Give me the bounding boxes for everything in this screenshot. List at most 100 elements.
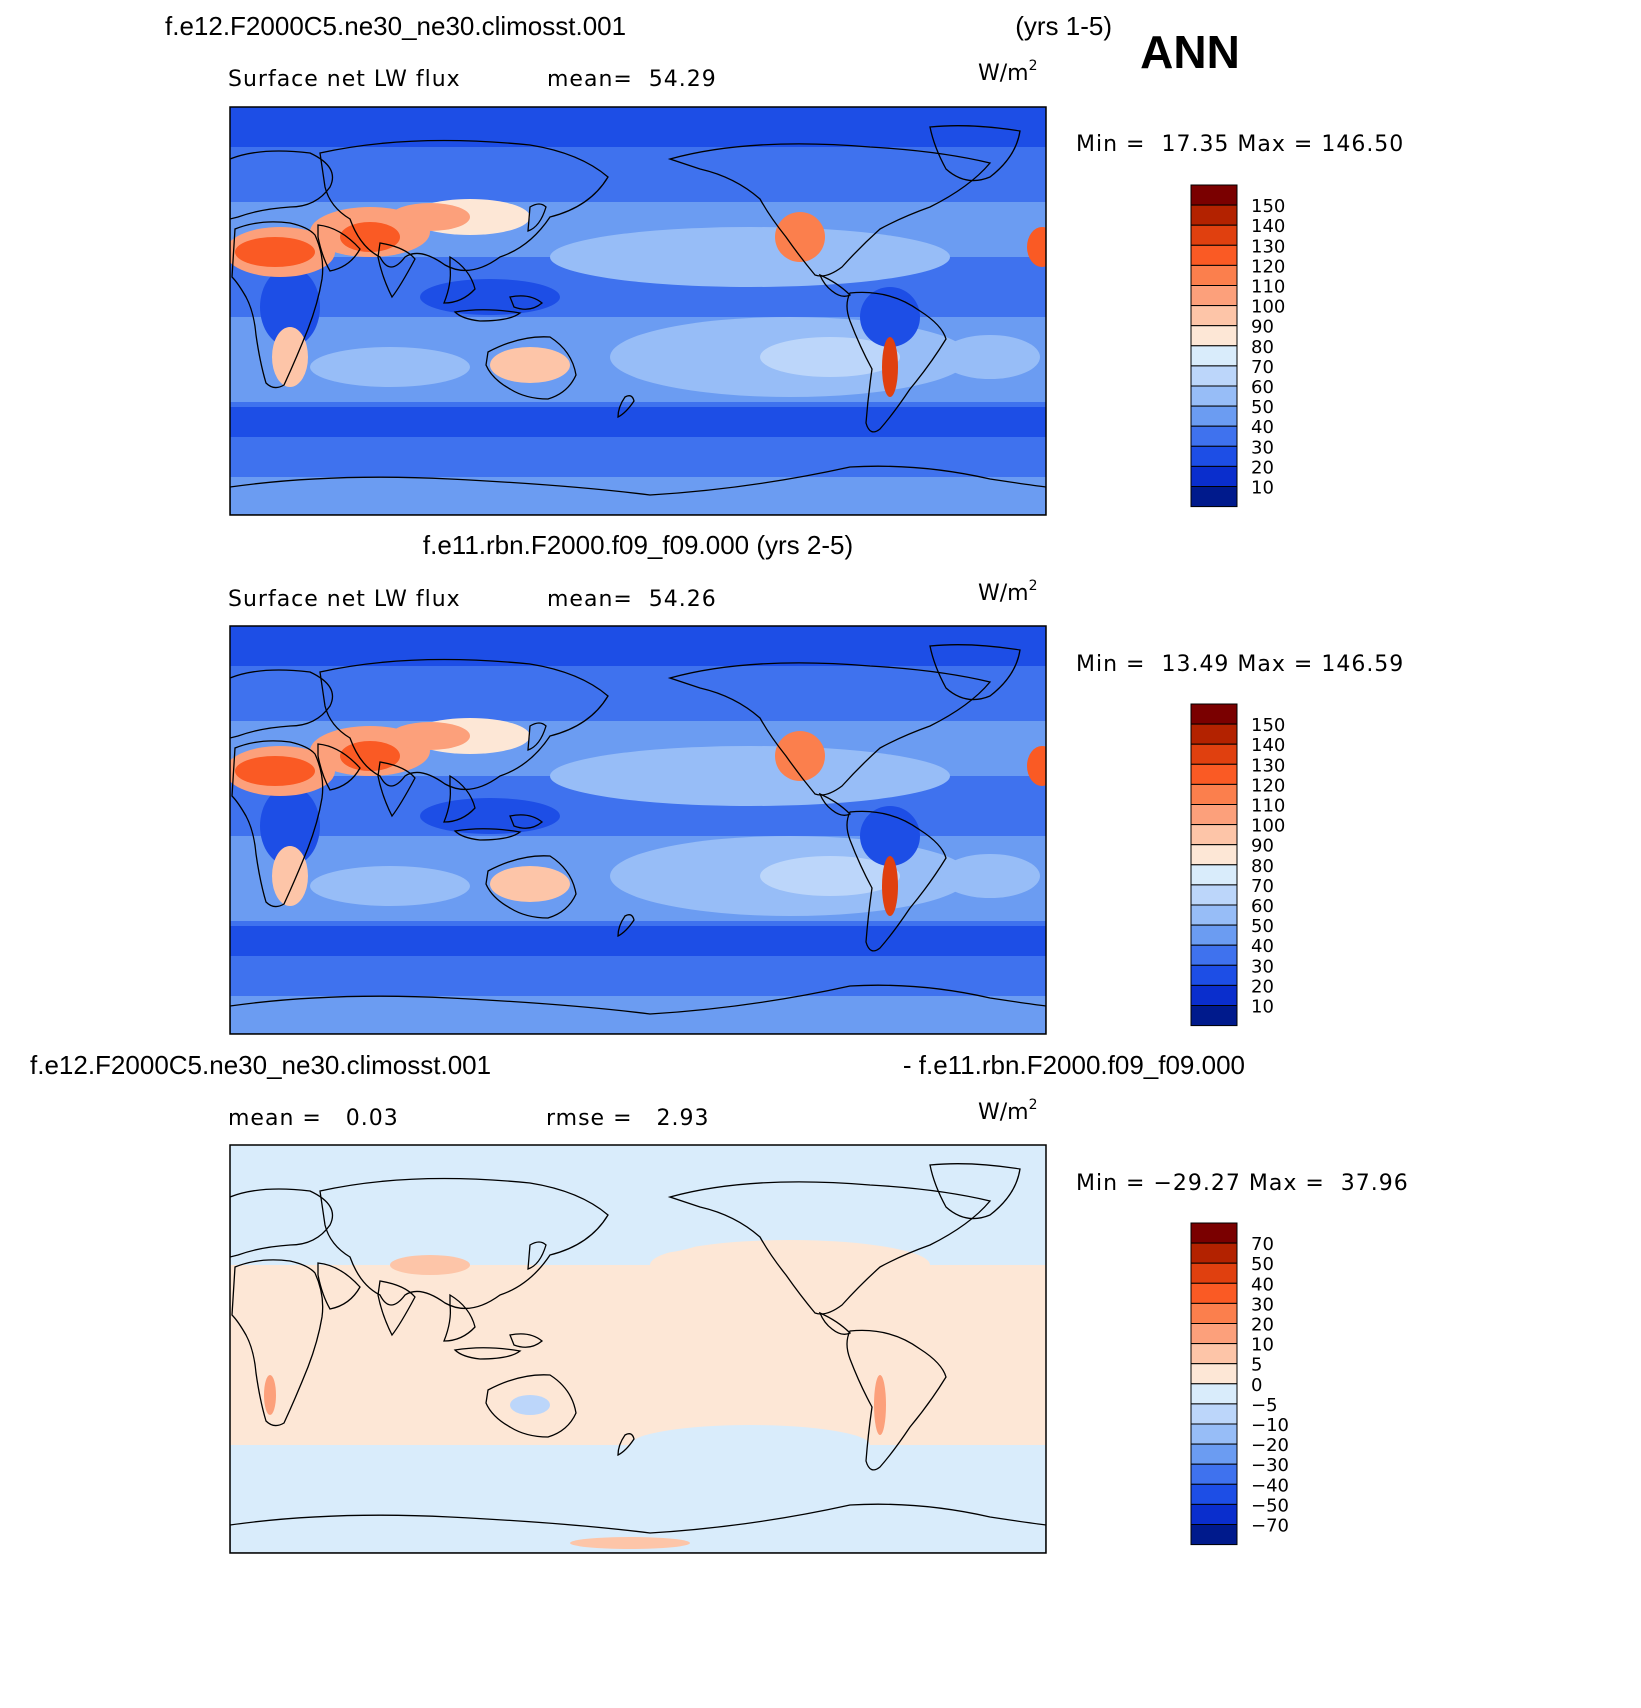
colorbar-tick-label: −20 xyxy=(1251,1435,1289,1456)
colorbar-swatch xyxy=(1190,1463,1238,1485)
colorbar-swatch xyxy=(1190,264,1238,287)
colorbar-swatch xyxy=(1190,743,1238,765)
colorbar-swatch xyxy=(1190,1222,1238,1244)
panel-2-minmax: Min = 13.49 Max = 146.59 xyxy=(1076,652,1404,677)
colorbar-swatch xyxy=(1190,804,1238,826)
colorbar-tick-label: 50 xyxy=(1251,916,1274,937)
panel-3-units: W/m2 xyxy=(978,1097,1038,1125)
colorbar-tick-label: 40 xyxy=(1251,936,1274,957)
panel-2-units-base: W/m xyxy=(978,581,1029,606)
colorbar-swatch xyxy=(1190,844,1238,866)
colorbar-swatch xyxy=(1190,365,1238,387)
colorbar-swatch xyxy=(1190,1503,1238,1525)
colorbar-tick-label: 70 xyxy=(1251,876,1274,897)
colorbar-swatch xyxy=(1190,184,1238,206)
panel-2-title: f.e11.rbn.F2000.f09_f09.000 (yrs 2-5) xyxy=(423,530,853,560)
colorbar-tick-label: 50 xyxy=(1251,397,1274,418)
colorbar-swatch xyxy=(1190,285,1238,307)
panel-3-title-right: - f.e11.rbn.F2000.f09_f09.000 xyxy=(903,1050,1245,1080)
panel-1-variable-label: Surface net LW flux xyxy=(228,67,461,92)
panel-2-map xyxy=(229,625,1047,1035)
colorbar-swatch xyxy=(1190,1363,1238,1385)
panel-2: f.e11.rbn.F2000.f09_f09.000 (yrs 2-5) Su… xyxy=(228,530,1404,1035)
colorbar-tick-label: 20 xyxy=(1251,457,1274,478)
colorbar-tick-label: 80 xyxy=(1251,337,1274,358)
colorbar-swatch xyxy=(1190,305,1238,327)
colorbar-swatch xyxy=(1190,763,1238,785)
colorbar-swatch xyxy=(1190,1323,1238,1345)
colorbar-swatch xyxy=(1190,1343,1238,1365)
colorbar-tick-label: 20 xyxy=(1251,1315,1274,1336)
colorbar-tick-label: 90 xyxy=(1251,317,1274,338)
colorbar-swatch xyxy=(1190,385,1238,407)
colorbar-tick-label: 150 xyxy=(1251,715,1285,736)
panel-3-minmax: Min = −29.27 Max = 37.96 xyxy=(1076,1171,1409,1196)
colorbar-swatch xyxy=(1190,445,1238,467)
panel-1-minmax: Min = 17.35 Max = 146.50 xyxy=(1076,132,1404,157)
colorbar-swatch xyxy=(1190,864,1238,886)
colorbar-tick-label: 70 xyxy=(1251,357,1274,378)
colorbar-tick-label: 30 xyxy=(1251,956,1274,977)
colorbar-tick-label: 10 xyxy=(1251,478,1274,499)
colorbar-swatch xyxy=(1190,1483,1238,1505)
panel-1: f.e12.F2000C5.ne30_ne30.climosst.001 (yr… xyxy=(165,11,1404,516)
colorbar-swatch xyxy=(1190,1443,1238,1465)
colorbar-tick-label: 90 xyxy=(1251,836,1274,857)
colorbar-swatch xyxy=(1190,345,1238,367)
panel-3-mean: mean = 0.03 xyxy=(228,1106,399,1131)
colorbar-swatch xyxy=(1190,944,1238,966)
colorbar-swatch xyxy=(1190,1005,1238,1027)
colorbar-swatch xyxy=(1190,924,1238,946)
panel-3-map xyxy=(229,1144,1047,1554)
colorbar-tick-label: 5 xyxy=(1251,1355,1262,1376)
colorbar-tick-label: 50 xyxy=(1251,1254,1274,1275)
colorbar-tick-label: 40 xyxy=(1251,1274,1274,1295)
colorbar-swatch xyxy=(1190,244,1238,266)
colorbar-tick-label: 100 xyxy=(1251,816,1285,837)
colorbar-tick-label: 60 xyxy=(1251,896,1274,917)
colorbar-tick-label: 140 xyxy=(1251,735,1285,756)
colorbar-tick-label: 20 xyxy=(1251,976,1274,997)
colorbar-swatch xyxy=(1190,1403,1238,1425)
colorbar-tick-label: −30 xyxy=(1251,1455,1289,1476)
colorbar-swatch xyxy=(1190,405,1238,427)
colorbar-swatch xyxy=(1190,465,1238,487)
colorbar-tick-label: −40 xyxy=(1251,1475,1289,1496)
colorbar-tick-label: 10 xyxy=(1251,997,1274,1018)
panel-1-units-sup: 2 xyxy=(1029,58,1038,74)
colorbar-swatch xyxy=(1190,884,1238,906)
panel-3-title-left: f.e12.F2000C5.ne30_ne30.climosst.001 xyxy=(30,1050,491,1080)
panel-1-map xyxy=(229,106,1047,516)
colorbar-tick-label: 30 xyxy=(1251,1294,1274,1315)
colorbar-swatch xyxy=(1190,783,1238,806)
colorbar-tick-label: 120 xyxy=(1251,256,1285,277)
panel-3: f.e12.F2000C5.ne30_ne30.climosst.001 - f… xyxy=(30,1050,1409,1554)
colorbar-tick-label: 150 xyxy=(1251,196,1285,217)
colorbar-swatch xyxy=(1190,984,1238,1006)
colorbar-swatch xyxy=(1190,964,1238,986)
colorbar-swatch xyxy=(1190,904,1238,926)
colorbar-swatch xyxy=(1190,224,1238,246)
colorbar-tick-label: 30 xyxy=(1251,437,1274,458)
colorbar-tick-label: 70 xyxy=(1251,1234,1274,1255)
colorbar-swatch xyxy=(1190,1423,1238,1445)
colorbar-tick-label: 140 xyxy=(1251,216,1285,237)
colorbar-tick-label: 130 xyxy=(1251,236,1285,257)
panel-2-variable-label: Surface net LW flux xyxy=(228,587,461,612)
colorbar-swatch xyxy=(1190,204,1238,226)
colorbar-swatch xyxy=(1190,1302,1238,1325)
colorbar-tick-label: 60 xyxy=(1251,377,1274,398)
panel-3-rmse: rmse = 2.93 xyxy=(546,1106,709,1131)
colorbar-swatch xyxy=(1190,1262,1238,1284)
colorbar-tick-label: −50 xyxy=(1251,1495,1289,1516)
colorbar-swatch xyxy=(1190,1524,1238,1546)
panel-2-units-sup: 2 xyxy=(1029,578,1038,594)
colorbar-swatch xyxy=(1190,703,1238,725)
colorbar-tick-label: 0 xyxy=(1251,1375,1262,1396)
colorbar-swatch xyxy=(1190,1242,1238,1264)
panel-1-title-left: f.e12.F2000C5.ne30_ne30.climosst.001 xyxy=(165,11,626,41)
